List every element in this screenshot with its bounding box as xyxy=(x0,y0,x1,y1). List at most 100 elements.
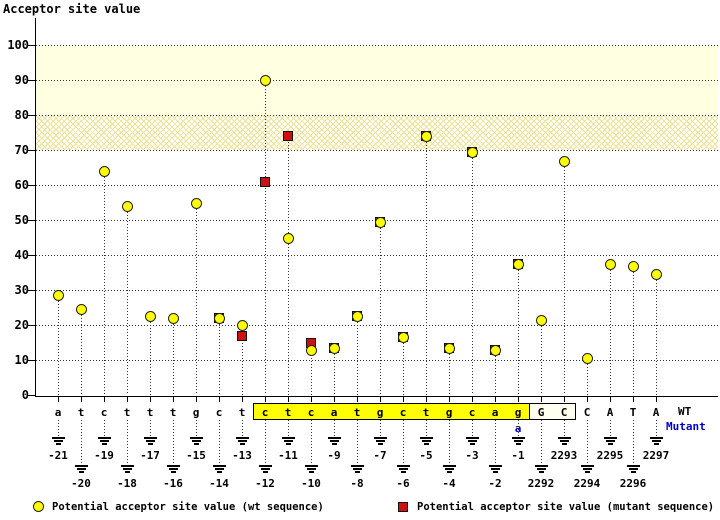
y-tick xyxy=(28,255,36,256)
point-stem xyxy=(173,318,174,395)
ground-symbol-icon xyxy=(305,465,318,474)
point-stem xyxy=(334,348,335,395)
mutant-point xyxy=(237,331,247,341)
x-axis-tick xyxy=(334,396,335,402)
x-axis-tick xyxy=(196,396,197,402)
base-letter: t xyxy=(77,406,85,419)
base-letter: G xyxy=(537,406,545,419)
wt-point xyxy=(559,156,570,167)
x-axis-line xyxy=(35,396,718,397)
base-letter: g xyxy=(192,406,200,419)
y-tick-label: 70 xyxy=(14,143,29,157)
base-letter: A xyxy=(652,406,660,419)
ground-symbol-icon xyxy=(650,437,663,446)
position-label: 2292 xyxy=(527,477,555,490)
mutant-legend-square-icon xyxy=(398,502,408,512)
position-label: -18 xyxy=(117,477,137,490)
base-letter: c xyxy=(100,406,108,419)
point-stem xyxy=(58,295,59,395)
position-label: 2293 xyxy=(550,449,578,462)
x-axis-tick xyxy=(518,396,519,402)
point-stem xyxy=(610,264,611,395)
base-letter: c xyxy=(307,406,315,419)
x-axis-tick xyxy=(380,396,381,402)
ground-symbol-icon xyxy=(167,465,180,474)
y-tick xyxy=(28,360,36,361)
wt-point xyxy=(168,313,179,324)
point-stem xyxy=(196,203,197,395)
base-letter: c xyxy=(468,406,476,419)
base-letter: t xyxy=(238,406,246,419)
position-label: -10 xyxy=(301,477,321,490)
x-axis-tick xyxy=(173,396,174,402)
wt-point xyxy=(352,311,363,322)
position-label: -6 xyxy=(396,477,410,490)
point-stem xyxy=(426,136,427,395)
position-drop-line xyxy=(633,420,634,465)
wt-point xyxy=(628,261,639,272)
y-gridline xyxy=(36,255,718,256)
point-stem xyxy=(656,274,657,395)
y-gridline xyxy=(36,360,718,361)
point-stem xyxy=(633,266,634,395)
position-drop-line xyxy=(380,420,381,437)
wt-point xyxy=(191,198,202,209)
base-letter: t xyxy=(422,406,430,419)
wt-point xyxy=(99,166,110,177)
y-tick-label: 30 xyxy=(14,283,29,297)
base-letter: a xyxy=(491,406,499,419)
position-label: -12 xyxy=(255,477,275,490)
wt-point xyxy=(306,345,317,356)
position-drop-line xyxy=(472,420,473,437)
y-gridline xyxy=(36,45,718,46)
wt-point xyxy=(145,311,156,322)
ground-symbol-icon xyxy=(466,437,479,446)
position-drop-line xyxy=(265,420,266,465)
position-drop-line xyxy=(357,420,358,465)
position-drop-line xyxy=(311,420,312,465)
position-label: 2297 xyxy=(642,449,670,462)
ground-symbol-icon xyxy=(213,465,226,474)
wt-point xyxy=(398,332,409,343)
position-drop-line xyxy=(656,420,657,437)
y-gridline xyxy=(36,115,718,116)
position-drop-line xyxy=(173,420,174,465)
point-stem xyxy=(219,318,220,395)
position-label: -7 xyxy=(373,449,387,462)
base-letter: A xyxy=(606,406,614,419)
y-tick-label: 90 xyxy=(14,73,29,87)
x-axis-tick xyxy=(472,396,473,402)
y-tick-label: 100 xyxy=(7,38,29,52)
threshold-band-70-80 xyxy=(36,115,718,150)
position-label: 2295 xyxy=(596,449,624,462)
y-tick-label: 80 xyxy=(14,108,29,122)
position-drop-line xyxy=(541,420,542,465)
point-stem xyxy=(311,343,312,395)
ground-symbol-icon xyxy=(75,465,88,474)
point-stem xyxy=(495,350,496,395)
x-axis-tick xyxy=(219,396,220,402)
point-stem xyxy=(265,80,266,395)
wt-point xyxy=(375,217,386,228)
position-label: 2296 xyxy=(619,477,647,490)
position-drop-line xyxy=(150,420,151,437)
x-axis-tick xyxy=(564,396,565,402)
position-drop-line xyxy=(127,420,128,465)
ground-symbol-icon xyxy=(420,437,433,446)
point-stem xyxy=(564,161,565,395)
position-label: -13 xyxy=(232,449,252,462)
wt-point xyxy=(76,304,87,315)
x-axis-tick xyxy=(610,396,611,402)
point-stem xyxy=(472,152,473,395)
wt-row-label: WT xyxy=(678,405,692,418)
y-tick xyxy=(28,185,36,186)
y-tick xyxy=(28,115,36,116)
position-drop-line xyxy=(219,420,220,465)
ground-symbol-icon xyxy=(236,437,249,446)
position-drop-line xyxy=(196,420,197,437)
position-label: -5 xyxy=(419,449,433,462)
y-tick xyxy=(28,325,36,326)
mutant-row-label: Mutant xyxy=(666,420,706,433)
ground-symbol-icon xyxy=(443,465,456,474)
y-tick-label: 0 xyxy=(21,388,29,402)
